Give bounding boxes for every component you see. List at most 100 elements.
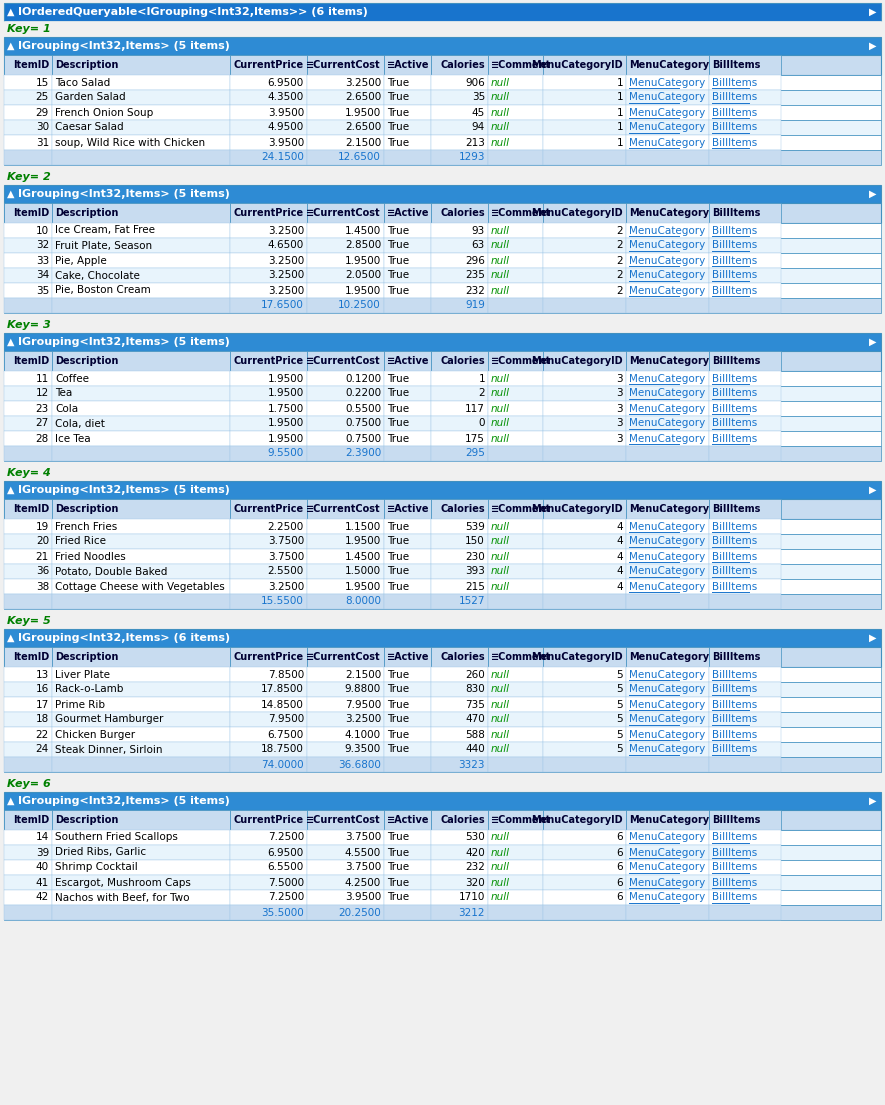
Text: 1527: 1527: [458, 597, 485, 607]
Bar: [709, 905, 781, 920]
Text: True: True: [387, 225, 409, 235]
Bar: [709, 75, 781, 90]
Text: ≡CurrentCost: ≡CurrentCost: [306, 208, 381, 218]
Bar: [431, 431, 488, 446]
Bar: [52, 351, 230, 371]
Bar: [52, 534, 230, 549]
Text: MenuCategory: MenuCategory: [629, 699, 705, 709]
Bar: [709, 253, 781, 269]
Text: 1.9500: 1.9500: [345, 285, 381, 295]
Text: MenuCategoryID: MenuCategoryID: [531, 504, 623, 514]
Bar: [709, 534, 781, 549]
Bar: [4, 185, 881, 203]
Bar: [384, 75, 431, 90]
Bar: [4, 830, 881, 845]
Text: True: True: [387, 832, 409, 842]
Bar: [4, 253, 881, 269]
Text: ▲: ▲: [7, 337, 14, 347]
Text: 1.9500: 1.9500: [345, 537, 381, 547]
Text: 735: 735: [466, 699, 485, 709]
Bar: [230, 55, 307, 75]
Text: MenuCategoryID: MenuCategoryID: [531, 652, 623, 662]
Text: ≡Comment: ≡Comment: [491, 504, 551, 514]
Bar: [488, 269, 543, 283]
Bar: [4, 36, 881, 55]
Text: 10.2500: 10.2500: [338, 301, 381, 311]
Bar: [709, 741, 781, 757]
Text: null: null: [491, 271, 510, 281]
Text: MenuCategory: MenuCategory: [629, 537, 705, 547]
Bar: [230, 386, 307, 401]
Text: 1.9500: 1.9500: [268, 389, 304, 399]
Text: MenuCategory: MenuCategory: [629, 241, 705, 251]
Text: 28: 28: [35, 433, 49, 443]
Bar: [52, 845, 230, 860]
Text: ▶: ▶: [869, 337, 876, 347]
Text: IGrouping<Int32,Items> (5 items): IGrouping<Int32,Items> (5 items): [18, 41, 230, 51]
Bar: [543, 860, 626, 875]
Text: 2: 2: [479, 389, 485, 399]
Text: Description: Description: [55, 356, 119, 366]
Bar: [52, 135, 230, 150]
Bar: [4, 150, 52, 165]
Bar: [626, 564, 709, 579]
Bar: [543, 75, 626, 90]
Bar: [488, 549, 543, 564]
Bar: [384, 401, 431, 415]
Bar: [4, 890, 881, 905]
Bar: [709, 648, 781, 667]
Bar: [543, 712, 626, 727]
Bar: [384, 386, 431, 401]
Bar: [431, 75, 488, 90]
Bar: [52, 75, 230, 90]
Bar: [230, 667, 307, 682]
Bar: [431, 741, 488, 757]
Text: BillItems: BillItems: [712, 699, 758, 709]
Bar: [709, 845, 781, 860]
Bar: [384, 55, 431, 75]
Text: True: True: [387, 893, 409, 903]
Bar: [52, 150, 230, 165]
Text: MenuCategory: MenuCategory: [629, 93, 705, 103]
Bar: [4, 875, 881, 890]
Bar: [307, 890, 384, 905]
Text: Description: Description: [55, 504, 119, 514]
Text: ≡Comment: ≡Comment: [491, 815, 551, 825]
Bar: [543, 371, 626, 386]
Text: BillItems: BillItems: [712, 670, 758, 680]
Bar: [4, 792, 881, 810]
Text: BillItems: BillItems: [712, 60, 760, 70]
Bar: [488, 431, 543, 446]
Bar: [709, 727, 781, 741]
Text: null: null: [491, 537, 510, 547]
Bar: [4, 223, 52, 238]
Text: null: null: [491, 107, 510, 117]
Bar: [307, 860, 384, 875]
Bar: [4, 579, 52, 594]
Bar: [307, 727, 384, 741]
Text: null: null: [491, 93, 510, 103]
Bar: [488, 105, 543, 120]
Bar: [431, 905, 488, 920]
Text: null: null: [491, 893, 510, 903]
Bar: [431, 105, 488, 120]
Bar: [488, 830, 543, 845]
Text: MenuCategory: MenuCategory: [629, 815, 709, 825]
Text: 9.5500: 9.5500: [268, 449, 304, 459]
Bar: [626, 253, 709, 269]
Text: 6: 6: [616, 893, 623, 903]
Bar: [4, 21, 881, 36]
Text: 30: 30: [36, 123, 49, 133]
Text: ≡CurrentCost: ≡CurrentCost: [306, 356, 381, 366]
Text: 18: 18: [35, 715, 49, 725]
Text: ▲: ▲: [7, 796, 14, 806]
Text: null: null: [491, 285, 510, 295]
Bar: [52, 579, 230, 594]
Bar: [307, 648, 384, 667]
Bar: [626, 549, 709, 564]
Bar: [626, 386, 709, 401]
Text: 4: 4: [616, 581, 623, 591]
Bar: [4, 629, 881, 648]
Text: IGrouping<Int32,Items> (5 items): IGrouping<Int32,Items> (5 items): [18, 796, 230, 806]
Text: 2.1500: 2.1500: [345, 670, 381, 680]
